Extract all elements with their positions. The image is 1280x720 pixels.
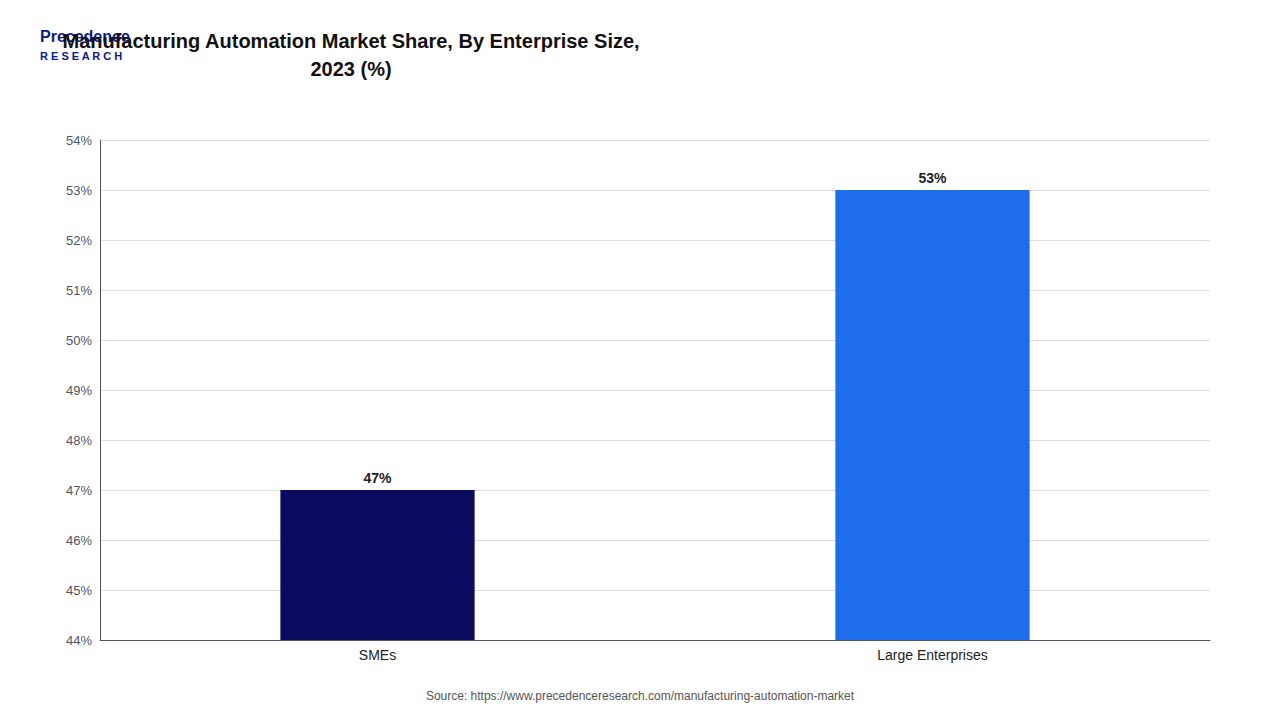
svg-text:54%: 54% — [66, 133, 92, 148]
svg-text:47%: 47% — [363, 470, 392, 486]
svg-text:45%: 45% — [66, 583, 92, 598]
svg-text:48%: 48% — [66, 433, 92, 448]
svg-text:Large Enterprises: Large Enterprises — [877, 647, 988, 663]
svg-text:Source: https://www.precedence: Source: https://www.precedenceresearch.c… — [426, 689, 855, 703]
svg-text:46%: 46% — [66, 533, 92, 548]
svg-text:49%: 49% — [66, 383, 92, 398]
svg-text:SMEs: SMEs — [359, 647, 396, 663]
svg-text:52%: 52% — [66, 233, 92, 248]
svg-text:44%: 44% — [66, 633, 92, 648]
svg-text:53%: 53% — [66, 183, 92, 198]
svg-text:53%: 53% — [918, 170, 947, 186]
svg-text:2023 (%): 2023 (%) — [310, 58, 391, 80]
svg-text:R E S E A R C H: R E S E A R C H — [40, 49, 123, 62]
svg-text:50%: 50% — [66, 333, 92, 348]
svg-text:51%: 51% — [66, 283, 92, 298]
svg-text:Manufacturing Automation Marke: Manufacturing Automation Market Share, B… — [62, 30, 639, 52]
svg-text:47%: 47% — [66, 483, 92, 498]
